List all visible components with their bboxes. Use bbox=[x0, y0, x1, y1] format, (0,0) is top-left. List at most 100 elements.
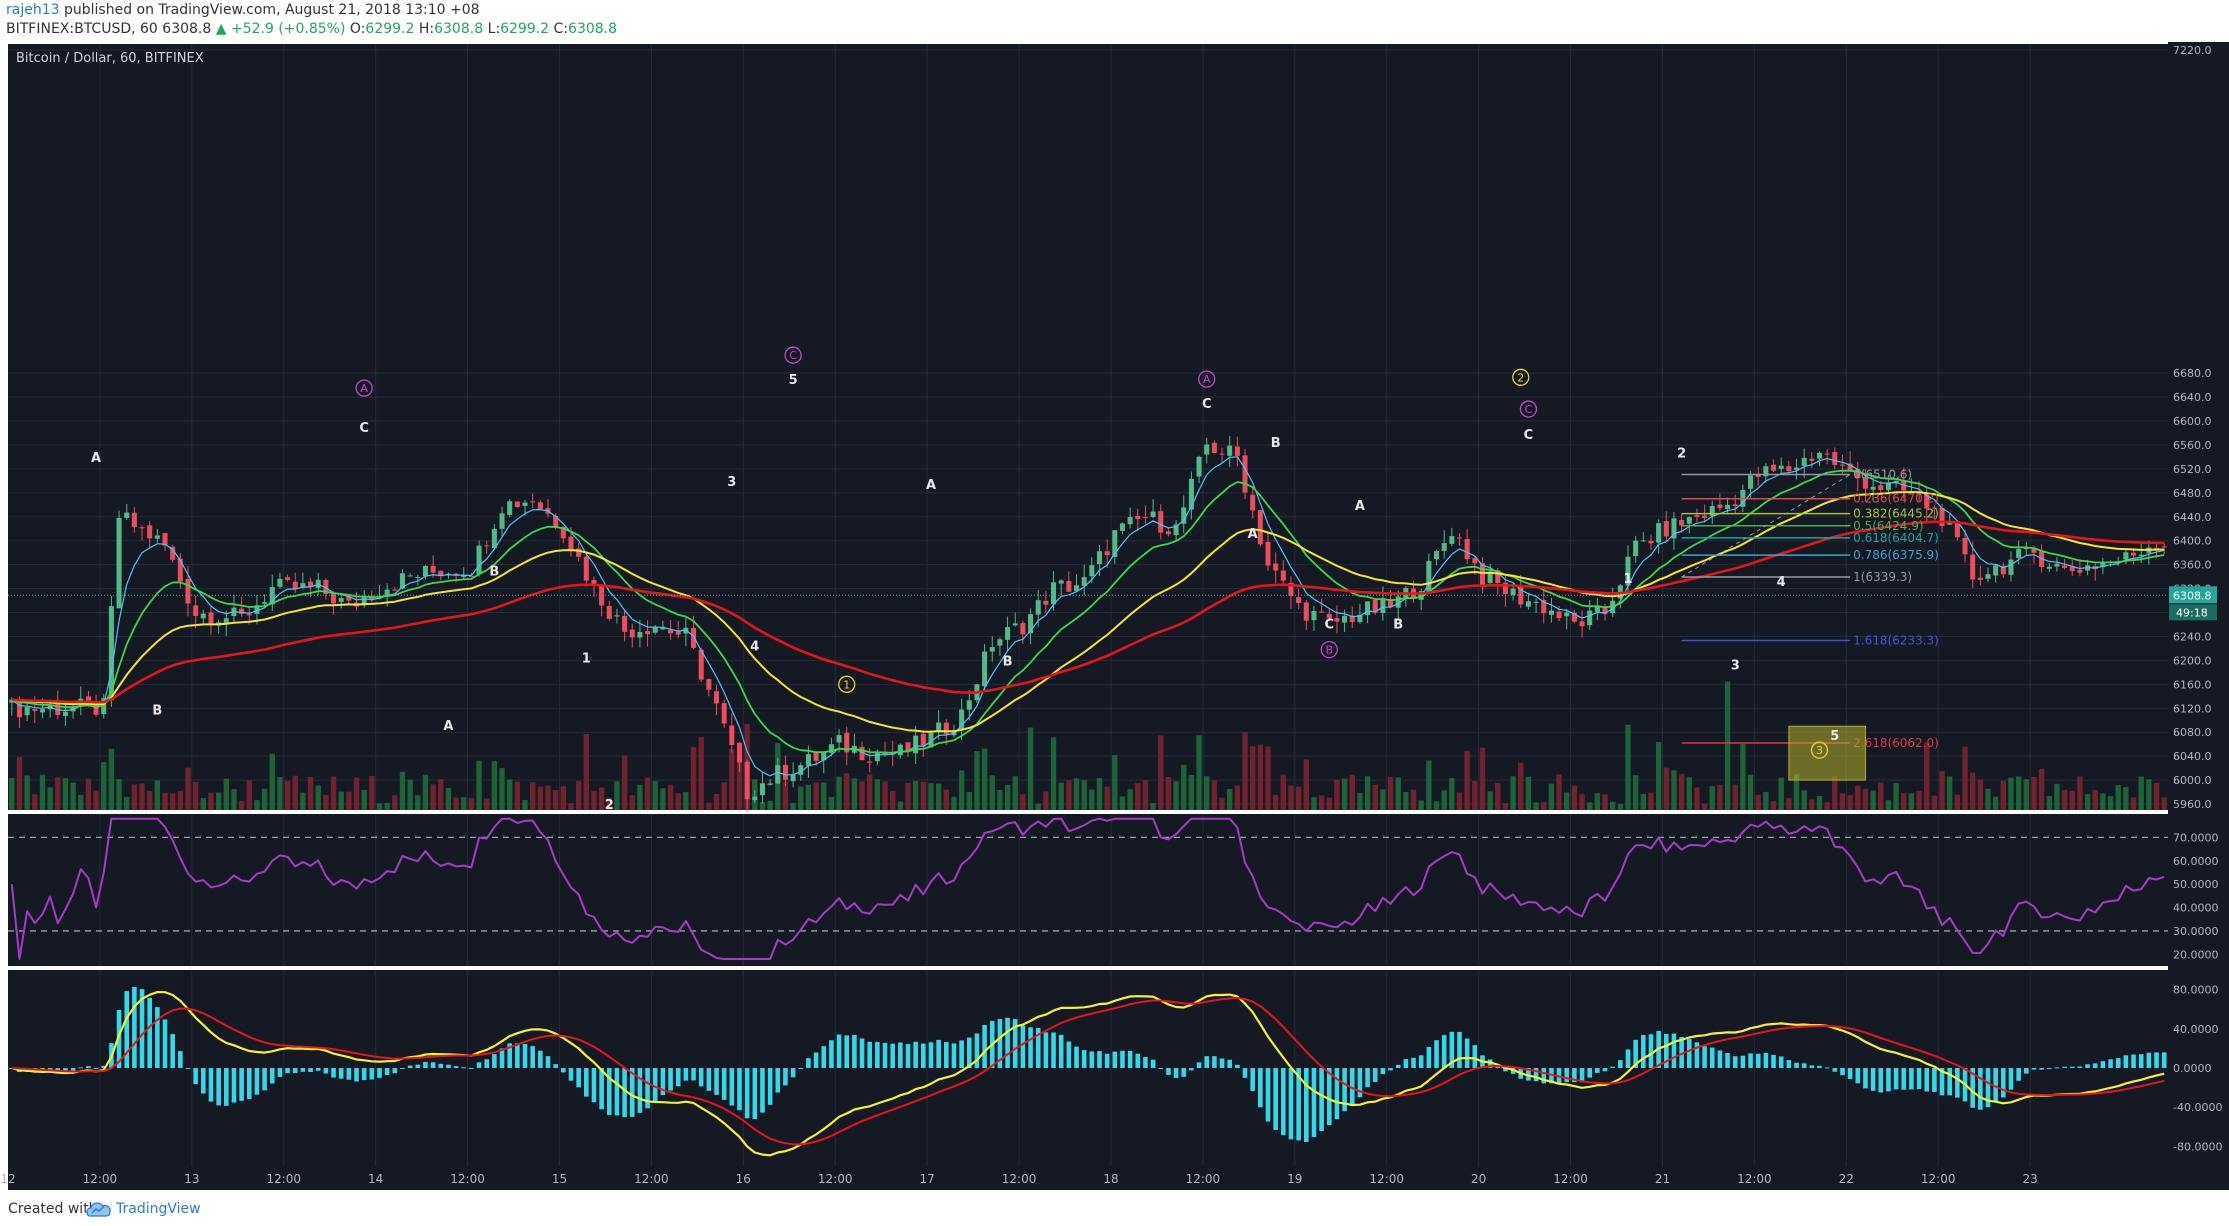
candle bbox=[1280, 560, 1286, 586]
macd-hist-bar bbox=[1610, 1066, 1615, 1068]
volume-bar bbox=[170, 793, 176, 810]
candle-body bbox=[2008, 559, 2014, 575]
candle-body bbox=[1211, 442, 1217, 453]
volume-bar bbox=[1847, 795, 1853, 810]
candle-body bbox=[1748, 475, 1754, 489]
candle-body bbox=[1326, 613, 1332, 619]
volume-bar bbox=[215, 792, 222, 810]
wave-label-ring bbox=[1320, 640, 1338, 659]
wave-label-ring bbox=[784, 346, 802, 364]
volume-bar bbox=[1280, 774, 1286, 810]
volume-bar bbox=[1303, 759, 1309, 810]
volume-bar bbox=[1449, 777, 1455, 810]
macd-hist-bar bbox=[1158, 1068, 1164, 1069]
price-tick-label: 7220.0 bbox=[2173, 44, 2212, 57]
candle bbox=[285, 574, 291, 582]
macd-hist-bar bbox=[1334, 1068, 1340, 1120]
macd-hist-bar bbox=[1189, 1068, 1194, 1071]
candle-body bbox=[874, 753, 880, 762]
candle-body bbox=[491, 528, 497, 549]
volume-bar bbox=[928, 783, 934, 810]
macd-hist-bar bbox=[1235, 1064, 1240, 1068]
candle-body bbox=[1663, 521, 1669, 537]
candle bbox=[292, 572, 298, 594]
macd-hist-bar bbox=[1204, 1056, 1210, 1068]
macd-hist-bar bbox=[515, 1043, 520, 1068]
volume-bar bbox=[1242, 732, 1248, 810]
macd-hist-bar bbox=[683, 1068, 689, 1081]
candle bbox=[576, 542, 582, 562]
volume-bar bbox=[1158, 735, 1164, 810]
author-name[interactable]: rajeh13 bbox=[6, 2, 60, 18]
macd-hist-bar bbox=[277, 1068, 283, 1078]
volume-bar bbox=[1173, 781, 1179, 810]
candle bbox=[668, 620, 674, 640]
candle bbox=[721, 699, 727, 729]
volume-bar bbox=[1632, 775, 1639, 810]
countdown-label: 49:18 bbox=[2176, 606, 2208, 619]
volume-bar bbox=[1104, 786, 1110, 810]
wave-label: C bbox=[1524, 428, 1534, 443]
candle-body bbox=[1349, 615, 1355, 622]
chart-footer: Created with TradingView bbox=[0, 1192, 2229, 1226]
candle bbox=[1219, 447, 1225, 464]
wave-label-circled: A bbox=[355, 379, 373, 397]
candle-body bbox=[1112, 530, 1118, 558]
volume-bar bbox=[1357, 793, 1363, 810]
volume-bar bbox=[1250, 746, 1256, 810]
ema-70-line bbox=[11, 520, 2165, 704]
chart-canvas[interactable]: 12 12:00 13 12:00 14 12:00 15 12:00 16 12:00 17 12:… bbox=[0, 42, 2229, 1192]
tradingview-brand[interactable]: TradingView bbox=[116, 1201, 201, 1217]
fib-level-label: 1.618(6233.3) bbox=[1853, 633, 1939, 647]
candle bbox=[308, 577, 314, 598]
candle-body bbox=[790, 774, 796, 782]
candle-body bbox=[331, 592, 337, 604]
candle-body bbox=[568, 536, 574, 550]
volume-bar bbox=[874, 779, 881, 810]
volume-bar bbox=[2038, 768, 2045, 810]
candle bbox=[2054, 557, 2060, 572]
candle-body bbox=[2054, 563, 2060, 567]
candle-body bbox=[622, 615, 628, 632]
macd-hist-bar bbox=[1357, 1068, 1363, 1098]
rsi-tick-label: 30.0000 bbox=[2173, 925, 2219, 938]
candle-body bbox=[1334, 618, 1340, 622]
volume-bar bbox=[767, 800, 773, 810]
volume-bar bbox=[859, 781, 865, 810]
macd-hist-bar bbox=[859, 1038, 865, 1068]
volume-bar bbox=[162, 792, 168, 810]
macd-hist-bar bbox=[1219, 1058, 1225, 1068]
volume-bar bbox=[1043, 791, 1049, 810]
macd-hist-bar bbox=[1227, 1059, 1232, 1068]
volume-bar bbox=[1380, 789, 1386, 810]
candle-body bbox=[1380, 598, 1386, 614]
candle-body bbox=[1931, 507, 1937, 509]
macd-hist-bar bbox=[844, 1035, 850, 1068]
volume-bar bbox=[1395, 777, 1401, 810]
publish-info: published on TradingView.com, August 21,… bbox=[63, 2, 480, 18]
candle bbox=[1227, 436, 1233, 468]
volume-bar bbox=[1939, 771, 1945, 810]
wave-label: B bbox=[1271, 436, 1281, 451]
candle-body bbox=[1250, 494, 1256, 511]
macd-hist-bar bbox=[599, 1068, 604, 1110]
candle-body bbox=[537, 502, 543, 509]
volume-bar bbox=[1954, 794, 1961, 810]
volume-bar bbox=[292, 775, 298, 810]
macd-hist-bar bbox=[1150, 1059, 1156, 1068]
macd-hist-bar bbox=[698, 1068, 704, 1087]
wave-label-circled: 1 bbox=[838, 675, 856, 693]
time-axis-bg bbox=[8, 1166, 2168, 1190]
candle bbox=[729, 713, 735, 753]
candle-body bbox=[1311, 610, 1317, 621]
volume-bar bbox=[591, 790, 597, 810]
candle bbox=[660, 620, 666, 631]
candle bbox=[1525, 592, 1531, 610]
candle bbox=[1793, 458, 1800, 480]
time-tick-label: 20 bbox=[1471, 1172, 1486, 1186]
macd-hist-bar bbox=[530, 1046, 535, 1068]
macd-hist-bar bbox=[193, 1068, 198, 1085]
volume-bar bbox=[1701, 803, 1708, 810]
candle bbox=[706, 678, 712, 697]
candle-body bbox=[1847, 463, 1853, 471]
